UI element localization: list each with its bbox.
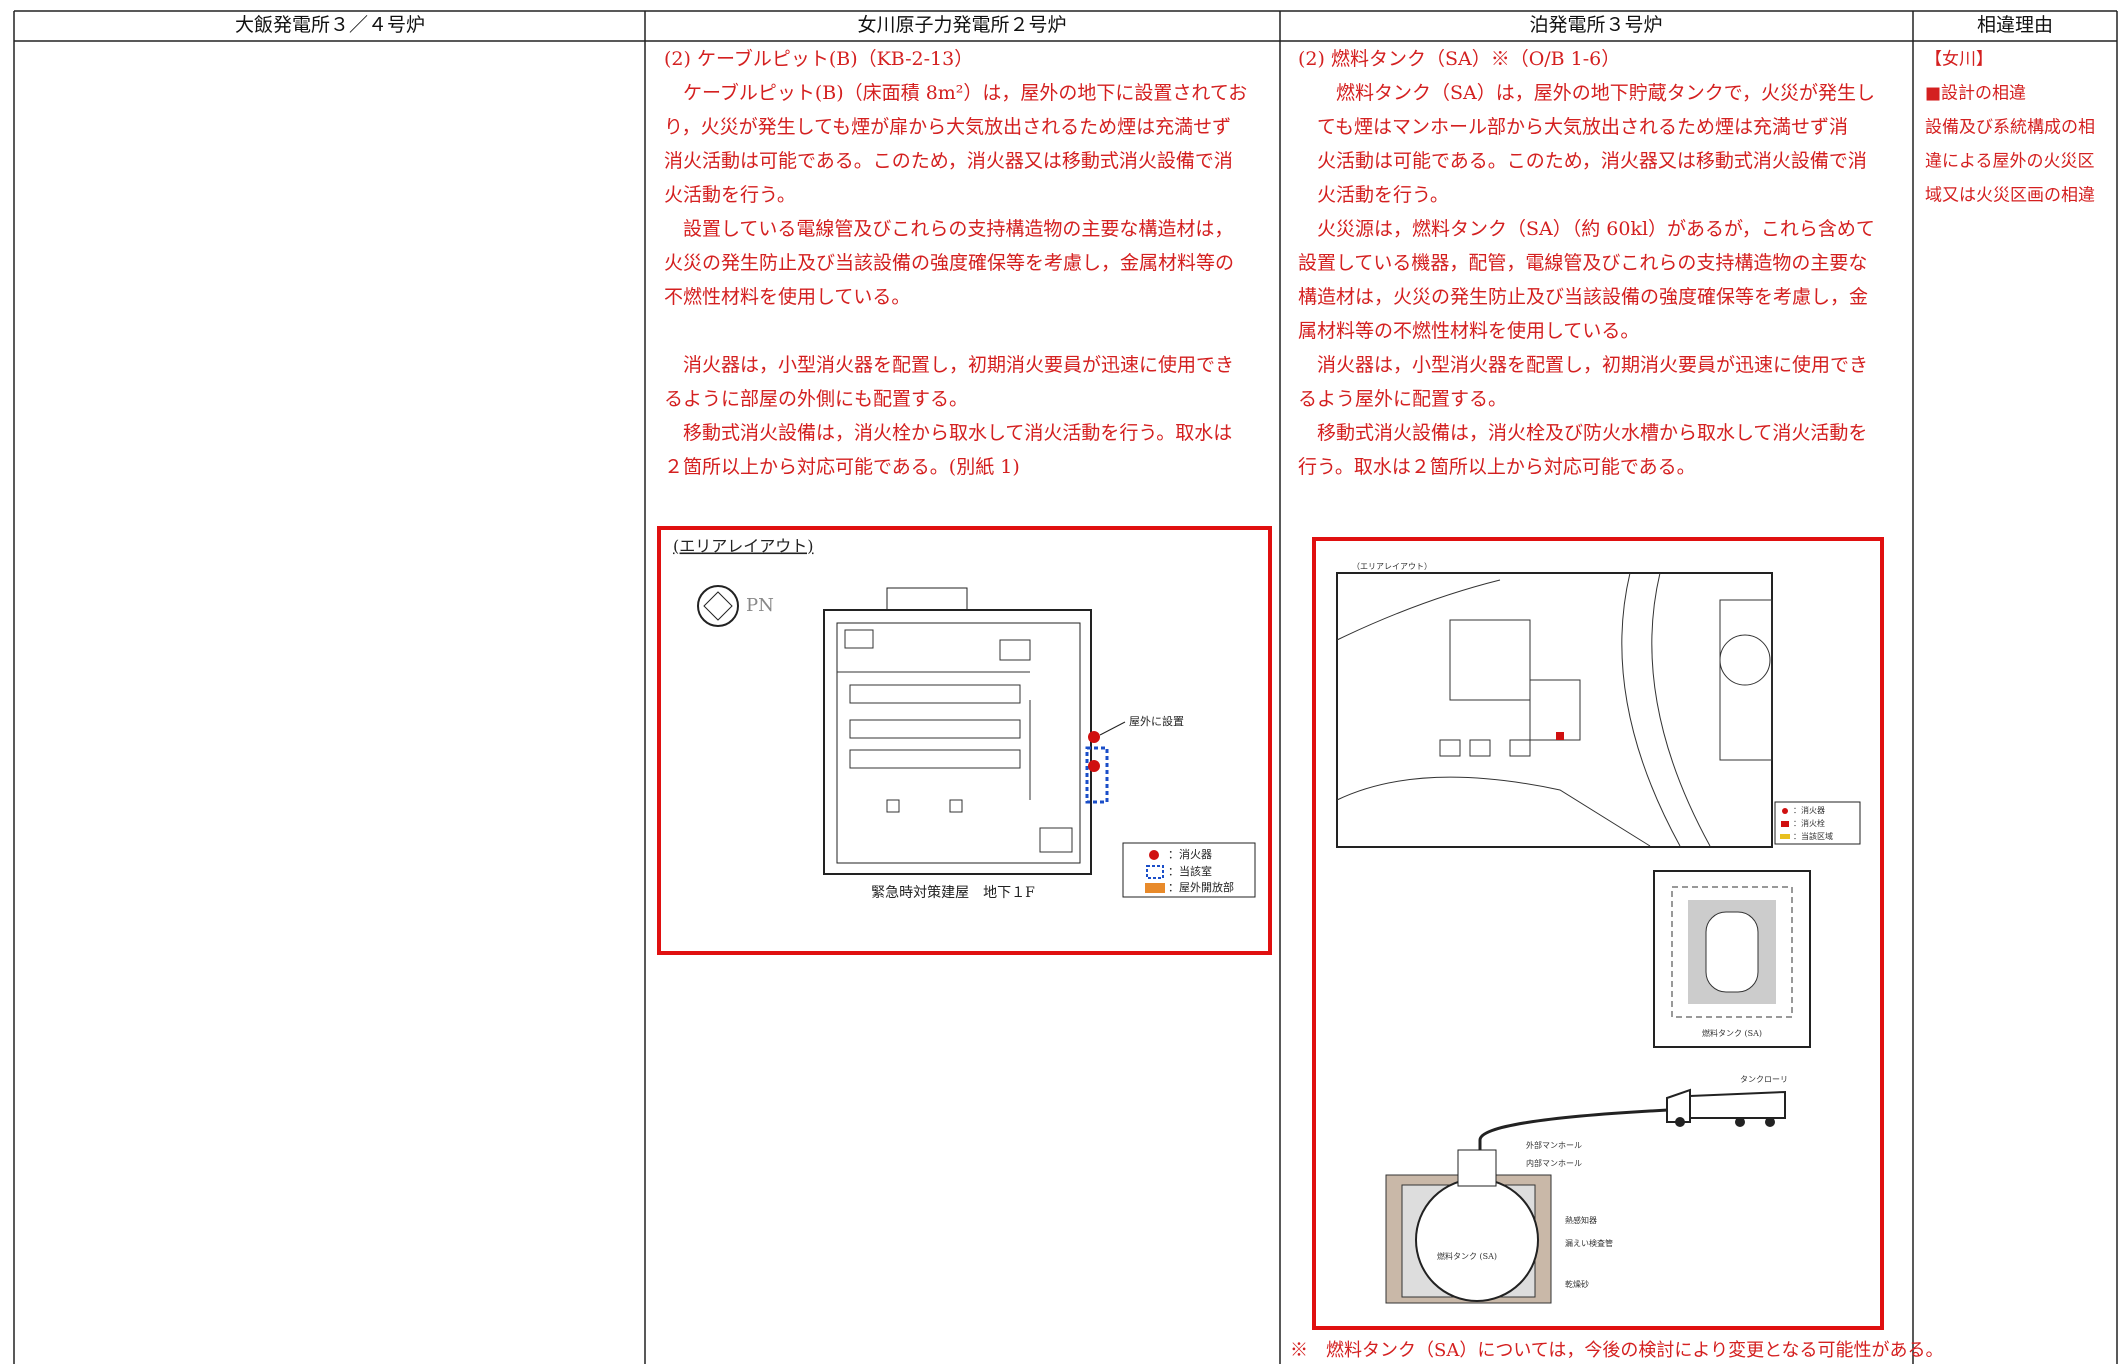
figure-title: （エリアレイアウト） — [1352, 562, 1432, 571]
diagram-label: 熱感知器 — [1565, 1215, 1597, 1225]
header-cell: 大飯発電所３／４号炉 — [235, 14, 425, 36]
body-line: 火活動は可能である。このため，消火器又は移動式消火設備で消 — [1298, 150, 1867, 172]
body-line: 消火器は，小型消火器を配置し，初期消火要員が迅速に使用でき — [664, 354, 1234, 376]
legend-entry: ：当該室 — [1168, 864, 1212, 878]
body-line: 火活動を行う。 — [664, 184, 796, 206]
reason-line: 【女川】 — [1925, 50, 1993, 70]
body-line: 移動式消火設備は，消火栓から取水して消火活動を行う。取水は — [664, 422, 1232, 444]
callout: 屋外に設置 — [1129, 714, 1184, 728]
body-line: 火災の発生防止及び当該設備の強度確保等を考慮し，金属材料等の — [664, 252, 1234, 274]
body-line: 消火器は，小型消火器を配置し，初期消火要員が迅速に使用でき — [1298, 354, 1868, 376]
diagram-label: 漏えい検査管 — [1565, 1238, 1613, 1248]
header-cell: 相違理由 — [1977, 14, 2053, 36]
diagram-label: 内部マンホール — [1526, 1158, 1582, 1168]
body-line: るように部屋の外側にも配置する。 — [664, 388, 968, 410]
body-line: 移動式消火設備は，消火栓及び防火水槽から取水して消火活動を — [1298, 422, 1867, 444]
note: ※ 燃料タンク（SA）については，今後の検討により変更となる可能性がある。 — [1290, 1340, 1944, 1361]
legend-entry: ：消火器 — [1168, 847, 1212, 861]
table-frame — [13, 10, 2118, 1364]
body-line: ２箇所以上から対応可能である。(別紙 1) — [664, 456, 1020, 478]
tank-label: 燃料タンク (SA) — [1437, 1251, 1497, 1261]
body-line: 火活動を行う。 — [1298, 184, 1449, 206]
body-line: ケーブルピット(B)（床面積 8m²）は，屋外の地下に設置されてお — [664, 81, 1247, 104]
figure-title: (エリアレイアウト) — [673, 537, 814, 556]
body-line: 不燃性材料を使用している。 — [664, 286, 910, 308]
tank-plan-label: 燃料タンク (SA) — [1702, 1028, 1762, 1038]
body-line: (2) ケーブルピット(B)（KB-2-13） — [664, 47, 973, 70]
legend-entry: ：当該区域 — [1793, 831, 1833, 841]
body-line: 火災源は，燃料タンク（SA）（約 60kl）があるが，これら含めて — [1298, 218, 1875, 240]
figure-caption: 緊急時対策建屋 地下１F — [871, 884, 1035, 901]
body-line: 設置している機器，配管，電線管及びこれらの支持構造物の主要な — [1298, 252, 1867, 274]
reason-line: ■設計の相違 — [1925, 84, 2026, 104]
legend-entry: ：屋外開放部 — [1168, 880, 1234, 894]
body-line: 行う。取水は２箇所以上から対応可能である。 — [1298, 456, 1696, 478]
body-line: るよう屋外に配置する。 — [1298, 388, 1507, 410]
body-line: 構造材は，火災の発生防止及び当該設備の強度確保等を考慮し，金 — [1298, 286, 1868, 308]
truck-label: タンクローリ — [1740, 1075, 1788, 1084]
reason-line: 違による屋外の火災区 — [1925, 152, 2095, 172]
header-cell: 泊発電所３号炉 — [1529, 14, 1662, 36]
reason-line: 設備及び系統構成の相 — [1925, 118, 2095, 138]
reason-line: 域又は火災区画の相違 — [1925, 186, 2095, 206]
legend-entry: ：消火栓 — [1793, 818, 1825, 828]
body-line: 属材料等の不燃性材料を使用している。 — [1298, 320, 1639, 342]
diagram-label: 外部マンホール — [1526, 1140, 1582, 1150]
legend-entry: ：消火器 — [1793, 805, 1825, 815]
header-cell: 女川原子力発電所２号炉 — [857, 14, 1066, 36]
body-line: り，火災が発生しても煙が扉から大気放出されるため煙は充満せず — [664, 116, 1231, 138]
body-line: 燃料タンク（SA）は，屋外の地下貯蔵タンクで，火災が発生し — [1298, 82, 1875, 104]
body-line: 設置している電線管及びこれらの支持構造物の主要な構造材は， — [664, 218, 1233, 240]
compass-label: PN — [746, 595, 774, 616]
tomari-figure: （エリアレイアウト） ：消火器 ：消火栓 ：当該区域 燃料タンク (SA) タン… — [1312, 537, 1884, 1330]
body-line: (2) 燃料タンク（SA）※（O/B 1-6） — [1298, 48, 1620, 70]
body-line: ても煙はマンホール部から大気放出されるため煙は充満せず消 — [1298, 116, 1848, 138]
body-line: 消火活動は可能である。このため，消火器又は移動式消火設備で消 — [664, 150, 1233, 172]
diagram-label: 乾燥砂 — [1565, 1279, 1589, 1289]
onagawa-figure: (エリアレイアウト) PN 屋外に設置 緊急時対策建屋 地下１F ：消火器 ：当… — [657, 526, 1272, 955]
